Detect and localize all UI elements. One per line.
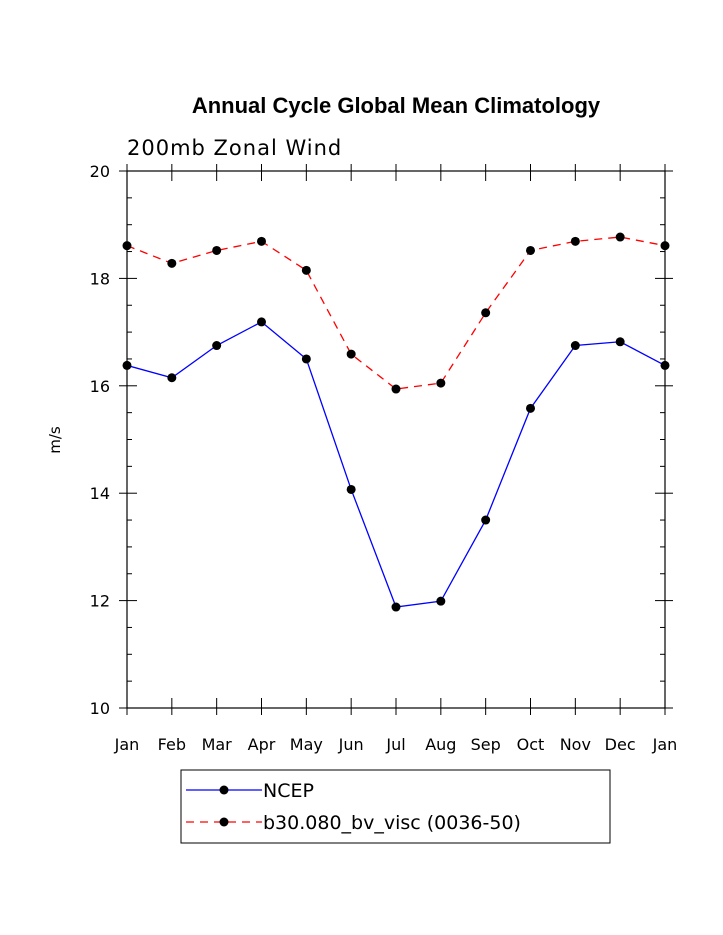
series-point-0	[391, 602, 401, 612]
y-tick-label: 18	[90, 269, 110, 288]
series-point-0	[167, 373, 177, 383]
series-point-0	[257, 317, 266, 327]
legend-box	[180, 769, 611, 844]
x-tick-label: Mar	[202, 735, 233, 754]
series-point-1	[660, 241, 670, 251]
chart-title: Annual Cycle Global Mean Climatology	[192, 93, 601, 118]
series-line-0	[126, 321, 666, 608]
series-point-0	[346, 484, 356, 494]
series-point-0	[526, 403, 535, 413]
chart-subtitle: 200mb Zonal Wind	[127, 136, 342, 160]
series-point-1	[391, 384, 401, 394]
series-point-1	[526, 245, 535, 255]
y-tick-label: 10	[90, 699, 110, 718]
x-tick-label: Sep	[471, 735, 501, 754]
series-point-1	[212, 245, 222, 255]
y-tick-label: 16	[90, 377, 110, 396]
series-point-1	[346, 349, 356, 359]
series-point-0	[212, 341, 222, 351]
legend-label-model: b30.080_bv_visc (0036-50)	[263, 812, 521, 834]
y-axis-labels: 10 12 14 16 18 20	[90, 162, 110, 718]
series-point-1	[122, 241, 132, 251]
series-point-1	[570, 236, 580, 246]
series-line-1	[126, 236, 666, 390]
legend: NCEP b30.080_bv_visc (0036-50)	[180, 769, 611, 844]
x-tick-label: Nov	[560, 735, 591, 754]
series-point-1	[481, 308, 491, 318]
x-tick-label: Aug	[425, 735, 456, 754]
series-point-1	[436, 378, 446, 388]
series-point-1	[615, 232, 625, 242]
y-axis-label: m/s	[46, 426, 64, 454]
plot-area	[126, 170, 666, 709]
series-point-0	[436, 596, 446, 606]
y-tick-label: 12	[90, 592, 110, 611]
legend-marker-ncep	[219, 785, 229, 795]
x-axis-labels: Jan Feb Mar Apr May Jun Jul Aug Sep Oct Nov Dec Jan	[114, 735, 678, 754]
x-tick-label: Jul	[385, 735, 405, 754]
axis-ticks	[119, 164, 673, 715]
series-layer	[122, 232, 670, 612]
series-point-0	[122, 360, 132, 370]
x-tick-label: Apr	[248, 735, 276, 754]
series-point-0	[301, 354, 311, 364]
y-tick-label: 14	[90, 484, 110, 503]
series-point-1	[167, 258, 177, 268]
series-point-1	[257, 236, 266, 246]
legend-marker-model	[219, 817, 229, 827]
x-tick-label: Jan	[114, 735, 140, 754]
x-tick-label: Feb	[158, 735, 186, 754]
x-tick-label: Dec	[605, 735, 636, 754]
x-tick-label: Jun	[338, 735, 364, 754]
y-tick-label: 20	[90, 162, 110, 181]
series-point-1	[301, 265, 311, 275]
x-tick-label: May	[290, 735, 323, 754]
series-point-0	[660, 360, 670, 370]
series-point-0	[570, 341, 580, 351]
series-point-0	[481, 515, 491, 525]
x-tick-label: Jan	[652, 735, 678, 754]
legend-label-ncep: NCEP	[263, 780, 314, 802]
series-point-0	[615, 337, 625, 347]
x-tick-label: Oct	[517, 735, 545, 754]
